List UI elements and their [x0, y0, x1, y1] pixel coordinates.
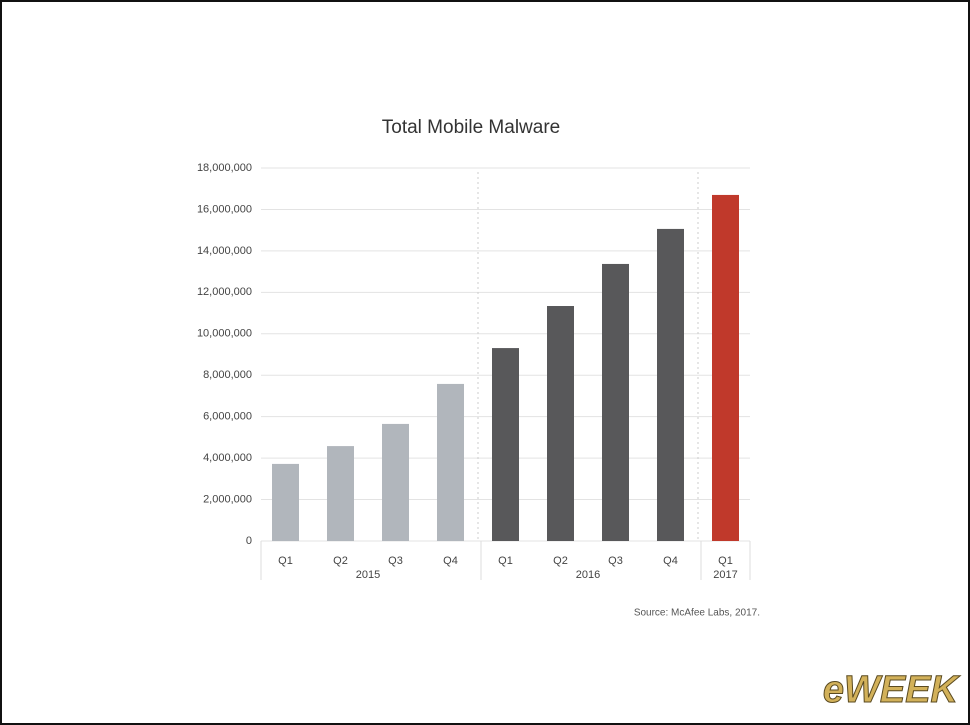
bar — [657, 228, 684, 541]
bar — [382, 423, 409, 541]
bar — [327, 446, 354, 541]
source-note: Source: McAfee Labs, 2017. — [634, 608, 760, 619]
bar — [547, 306, 574, 541]
x-tick-label: Q1 — [498, 555, 513, 567]
y-tick-label: 8,000,000 — [203, 369, 252, 381]
bar — [712, 194, 739, 541]
bar — [602, 263, 629, 541]
x-tick-label: Q4 — [443, 555, 458, 567]
x-tick-label: Q3 — [608, 555, 623, 567]
y-tick-label: 14,000,000 — [197, 245, 252, 257]
y-tick-label: 10,000,000 — [197, 328, 252, 340]
x-tick-label: Q2 — [553, 555, 568, 567]
y-tick-label: 12,000,000 — [197, 286, 252, 298]
group-label: 2015 — [356, 569, 380, 581]
group-label: 2017 — [713, 569, 737, 581]
y-tick-label: 6,000,000 — [203, 411, 252, 423]
chart-title: Total Mobile Malware — [382, 117, 560, 138]
y-tick-label: 4,000,000 — [203, 452, 252, 464]
x-tick-label: Q3 — [388, 555, 403, 567]
y-tick-label: 2,000,000 — [203, 493, 252, 505]
y-tick-label: 0 — [246, 535, 252, 547]
bar — [272, 463, 299, 541]
x-tick-label: Q1 — [718, 555, 733, 567]
bar — [437, 383, 464, 541]
x-tick-label: Q4 — [663, 555, 678, 567]
bar — [492, 348, 519, 541]
watermark: eWEEK — [823, 669, 961, 711]
y-tick-label: 18,000,000 — [197, 162, 252, 174]
x-tick-label: Q1 — [278, 555, 293, 567]
x-tick-label: Q2 — [333, 555, 348, 567]
group-label: 2016 — [576, 569, 600, 581]
y-tick-label: 16,000,000 — [197, 203, 252, 215]
